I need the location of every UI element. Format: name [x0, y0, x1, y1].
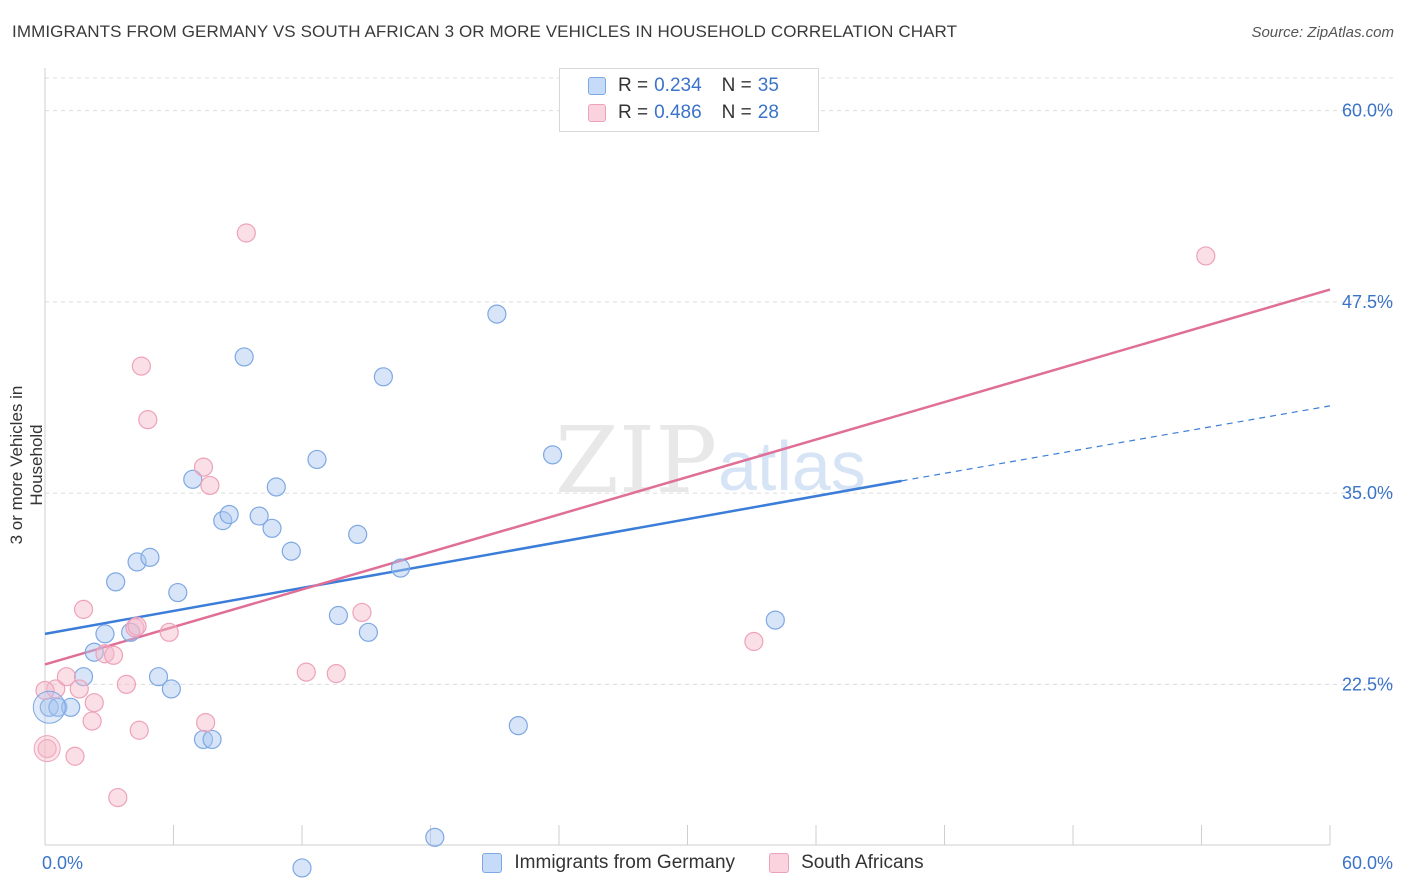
point-germany — [61, 697, 81, 717]
point-germany — [202, 729, 222, 750]
series-legend-south-africans[interactable]: South Africans — [769, 852, 924, 874]
point-germany — [140, 547, 160, 567]
y-tick-label: 47.5% — [1342, 292, 1393, 312]
legend-n-value: 35 — [757, 75, 779, 96]
point-germany-cluster — [32, 690, 66, 724]
point-south-africans — [296, 662, 316, 682]
point-germany — [266, 477, 286, 497]
point-germany — [292, 858, 312, 878]
y-tick-label: 35.0% — [1342, 483, 1393, 503]
point-south-africans — [159, 622, 179, 642]
legend-n-label: N = — [721, 75, 752, 96]
series-label-germany: Immigrants from Germany — [514, 852, 736, 873]
point-germany — [542, 445, 563, 465]
legend-swatch-south-africans — [588, 104, 606, 122]
point-south-africans — [131, 356, 151, 376]
trend-line-south-africans — [44, 288, 1331, 666]
point-germany — [425, 827, 445, 847]
trend-line-germany — [44, 479, 902, 636]
series-legend: Immigrants from Germany South Africans — [0, 852, 1406, 874]
point-germany — [234, 347, 254, 367]
point-germany — [95, 624, 115, 644]
point-south-africans — [744, 631, 764, 652]
point-germany — [249, 506, 269, 526]
axes — [44, 68, 1331, 846]
point-germany — [358, 622, 378, 642]
y-axis-label: 3 or more Vehicles in Household — [7, 385, 46, 545]
chart-title: IMMIGRANTS FROM GERMANY VS SOUTH AFRICAN… — [12, 22, 958, 41]
point-south-africans — [127, 616, 147, 636]
point-south-africans — [82, 711, 102, 731]
correlation-legend: R = 0.234 N = 35 R = 0.486 N = 28 — [559, 68, 819, 132]
point-germany — [73, 667, 94, 687]
legend-swatch-germany — [588, 77, 606, 95]
point-germany — [307, 449, 327, 470]
x-tick-label: 60.0% — [1342, 853, 1393, 873]
point-germany — [161, 679, 181, 699]
point-germany — [148, 667, 169, 687]
point-germany — [127, 552, 147, 572]
point-south-africans — [108, 787, 128, 808]
legend-n-value: 28 — [757, 102, 779, 123]
point-germany — [281, 541, 301, 561]
source-note: Source: ZipAtlas.com — [1251, 24, 1394, 41]
grid-lines — [45, 77, 1395, 685]
point-south-africans — [1196, 246, 1216, 266]
point-south-africans — [56, 667, 77, 687]
point-germany — [373, 367, 393, 387]
watermark-atlas: atlas — [718, 427, 866, 505]
trend-lines — [44, 288, 1331, 666]
point-south-africans — [84, 693, 104, 713]
y-tick-label: 22.5% — [1342, 674, 1393, 694]
point-south-africans — [35, 680, 55, 701]
legend-row-germany: R = 0.234 N = 35 — [588, 74, 779, 98]
point-south-africans — [37, 739, 57, 759]
point-south-africans — [116, 674, 136, 694]
point-south-africans — [73, 599, 94, 619]
point-south-africans — [65, 746, 85, 766]
point-germany — [262, 518, 282, 538]
legend-r-value: 0.234 — [654, 75, 702, 96]
point-south-africans — [193, 457, 214, 477]
point-germany — [390, 558, 411, 578]
legend-r-label: R = — [618, 102, 649, 123]
point-germany — [106, 572, 126, 592]
point-south-africans — [236, 223, 256, 243]
watermark-zip: ZIP — [555, 407, 717, 514]
series-label-south-africans: South Africans — [801, 852, 924, 873]
series-legend-germany[interactable]: Immigrants from Germany — [482, 852, 735, 874]
y-tick-label: 60.0% — [1342, 101, 1393, 121]
point-south-africans — [200, 475, 220, 496]
point-south-africans — [103, 645, 124, 665]
x-tick-label: 0.0% — [42, 853, 83, 873]
legend-r-value: 0.486 — [654, 102, 702, 123]
series-swatch-south-africans — [769, 853, 790, 873]
point-germany — [487, 304, 507, 324]
point-germany — [508, 716, 528, 736]
point-germany — [219, 504, 239, 525]
point-south-africans — [326, 664, 346, 684]
point-south-africans — [196, 712, 216, 733]
series-swatch-germany — [482, 853, 503, 873]
trend-extension-germany — [901, 405, 1331, 482]
point-south-africans — [129, 720, 149, 740]
point-germany — [348, 524, 368, 545]
point-germany — [328, 605, 349, 626]
point-germany — [183, 469, 203, 489]
point-south-africans — [138, 410, 158, 430]
point-germany — [765, 610, 785, 630]
tick-labels: 22.5% 35.0% 47.5% 60.0% 0.0% 60.0% — [42, 101, 1393, 873]
legend-n-label: N = — [721, 102, 752, 123]
point-south-africans — [69, 679, 89, 699]
data-points — [32, 223, 1216, 878]
watermark: ZIP atlas — [555, 407, 866, 514]
point-south-africans — [352, 602, 372, 623]
legend-r-label: R = — [618, 75, 649, 96]
point-south-africans-cluster — [33, 735, 61, 763]
point-germany — [168, 582, 188, 603]
legend-row-south-africans: R = 0.486 N = 28 — [588, 101, 779, 125]
